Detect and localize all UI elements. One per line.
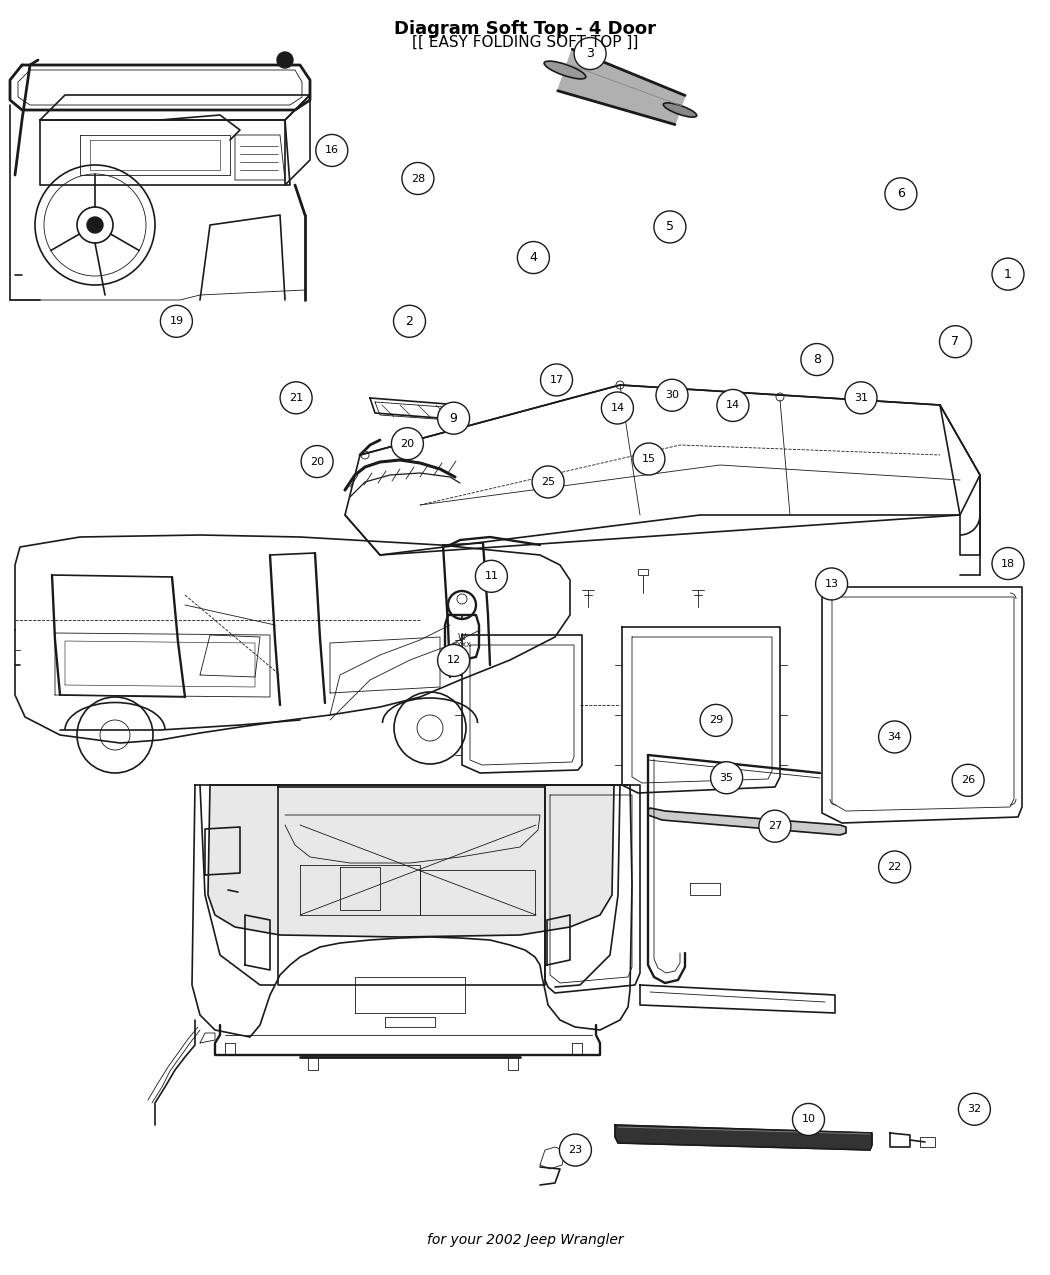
Text: 32: 32 (967, 1104, 982, 1114)
Text: 20: 20 (310, 456, 324, 467)
Circle shape (717, 389, 749, 422)
Text: Diagram Soft Top - 4 Door: Diagram Soft Top - 4 Door (394, 20, 656, 38)
Text: 3: 3 (586, 47, 594, 60)
Text: 5: 5 (666, 221, 674, 233)
Circle shape (879, 850, 910, 884)
Circle shape (532, 465, 564, 499)
Text: 17: 17 (549, 375, 564, 385)
Text: 15: 15 (642, 454, 656, 464)
Text: 19: 19 (169, 316, 184, 326)
Polygon shape (208, 785, 614, 937)
Circle shape (316, 134, 348, 167)
Text: 4: 4 (529, 251, 538, 264)
Bar (920, 1137, 934, 1148)
Circle shape (879, 720, 910, 754)
Circle shape (402, 162, 434, 195)
Circle shape (801, 343, 833, 376)
Text: 14: 14 (610, 403, 625, 413)
Circle shape (457, 594, 467, 604)
Text: 7: 7 (951, 335, 960, 348)
Circle shape (959, 1093, 990, 1126)
Circle shape (700, 704, 732, 737)
Ellipse shape (664, 103, 697, 117)
Circle shape (952, 764, 984, 797)
Circle shape (793, 1103, 824, 1136)
Circle shape (574, 37, 606, 70)
Text: 34: 34 (887, 732, 902, 742)
Bar (638, 569, 648, 575)
Text: 31: 31 (854, 393, 868, 403)
Text: 8: 8 (813, 353, 821, 366)
Circle shape (656, 379, 688, 412)
Circle shape (301, 445, 333, 478)
Text: [[ EASY FOLDING SOFT TOP ]]: [[ EASY FOLDING SOFT TOP ]] (412, 34, 638, 50)
Circle shape (438, 644, 469, 677)
Circle shape (560, 1133, 591, 1167)
Text: XXXX: XXXX (453, 643, 471, 648)
Circle shape (759, 810, 791, 843)
Text: 30: 30 (665, 390, 679, 400)
Circle shape (885, 177, 917, 210)
Text: 14: 14 (726, 400, 740, 411)
Text: 28: 28 (411, 173, 425, 184)
Text: 25: 25 (541, 477, 555, 487)
Circle shape (940, 325, 971, 358)
Text: 29: 29 (709, 715, 723, 725)
Circle shape (654, 210, 686, 244)
Text: 21: 21 (289, 393, 303, 403)
Circle shape (518, 241, 549, 274)
Text: 22: 22 (887, 862, 902, 872)
Circle shape (845, 381, 877, 414)
Circle shape (776, 393, 784, 402)
Text: 35: 35 (719, 773, 734, 783)
Polygon shape (558, 50, 685, 125)
Text: 10: 10 (801, 1114, 816, 1125)
Circle shape (161, 305, 192, 338)
Text: W: W (458, 632, 466, 641)
Circle shape (541, 363, 572, 397)
Circle shape (438, 402, 469, 435)
Polygon shape (615, 1125, 872, 1150)
Circle shape (711, 761, 742, 794)
Text: 23: 23 (568, 1145, 583, 1155)
Text: 13: 13 (824, 579, 839, 589)
Text: 2: 2 (405, 315, 414, 328)
Circle shape (406, 921, 416, 929)
Text: 16: 16 (324, 145, 339, 156)
Text: 6: 6 (897, 187, 905, 200)
Circle shape (992, 258, 1024, 291)
Text: 27: 27 (768, 821, 782, 831)
Text: for your 2002 Jeep Wrangler: for your 2002 Jeep Wrangler (426, 1233, 624, 1247)
Text: 1: 1 (1004, 268, 1012, 280)
Text: 11: 11 (484, 571, 499, 581)
Text: 12: 12 (446, 655, 461, 666)
Circle shape (992, 547, 1024, 580)
Circle shape (602, 391, 633, 425)
Circle shape (277, 52, 293, 68)
Circle shape (280, 381, 312, 414)
Circle shape (816, 567, 847, 601)
Text: 26: 26 (961, 775, 975, 785)
Text: 9: 9 (449, 412, 458, 425)
Circle shape (87, 217, 103, 233)
Ellipse shape (544, 61, 586, 79)
Circle shape (616, 381, 624, 389)
Circle shape (394, 305, 425, 338)
Circle shape (361, 451, 369, 459)
Text: 20: 20 (400, 439, 415, 449)
Circle shape (392, 427, 423, 460)
Circle shape (633, 442, 665, 476)
Polygon shape (648, 808, 846, 835)
Text: 18: 18 (1001, 558, 1015, 569)
Circle shape (476, 560, 507, 593)
